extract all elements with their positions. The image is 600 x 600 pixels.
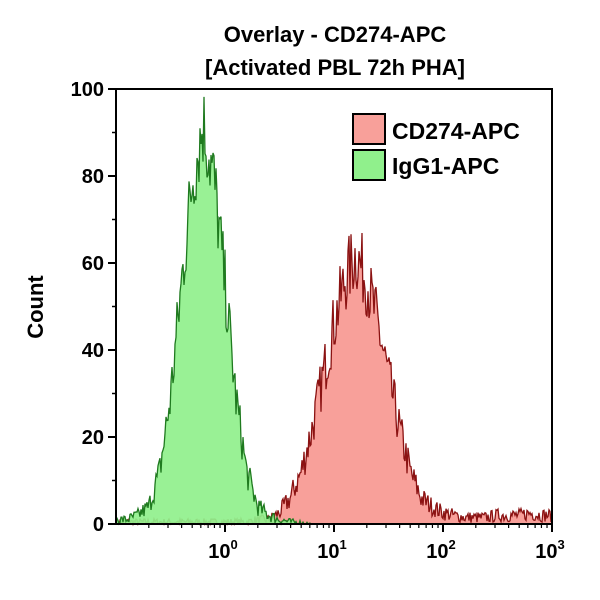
legend: CD274-APC IgG1-APC bbox=[352, 113, 520, 181]
x-tick-label: 100 bbox=[208, 537, 237, 563]
y-tick-label: 0 bbox=[93, 514, 104, 536]
y-tick-label: 80 bbox=[82, 166, 104, 188]
x-tick-label: 103 bbox=[535, 537, 564, 563]
y-tick-label: 20 bbox=[82, 427, 104, 449]
x-tick-label: 101 bbox=[317, 537, 346, 563]
series-fill-1 bbox=[116, 96, 552, 525]
y-tick-label: 60 bbox=[82, 253, 104, 275]
y-tick-label: 100 bbox=[71, 79, 104, 101]
y-tick-label: 40 bbox=[82, 340, 104, 362]
axes-layer: 0 20 40 60 80 100 100 101 102 103 bbox=[71, 79, 565, 563]
chart-subtitle: [Activated PBL 72h PHA] bbox=[205, 55, 465, 80]
x-tick-label: 102 bbox=[426, 537, 455, 563]
legend-swatch-cd274 bbox=[352, 113, 386, 145]
legend-label-cd274: CD274-APC bbox=[392, 118, 520, 144]
legend-swatch-igg1 bbox=[352, 149, 386, 181]
series-fill-0 bbox=[116, 233, 552, 524]
y-axis-label: Count bbox=[23, 275, 48, 339]
legend-label-igg1: IgG1-APC bbox=[392, 153, 499, 179]
chart-title: Overlay - CD274-APC bbox=[224, 22, 447, 47]
